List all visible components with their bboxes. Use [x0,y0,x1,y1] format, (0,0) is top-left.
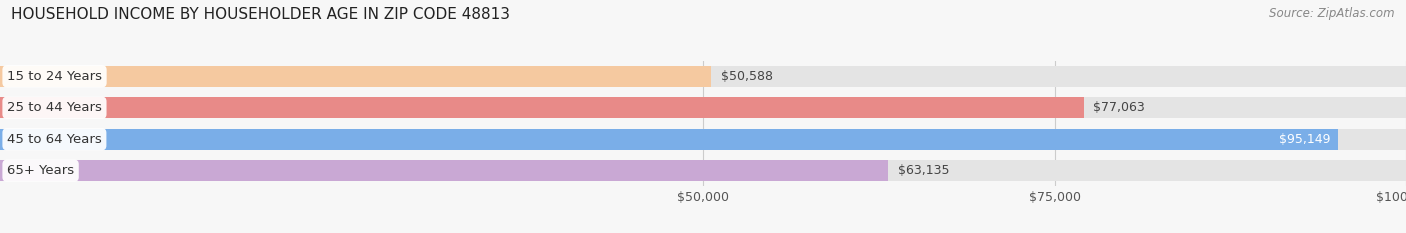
Bar [0,97,1406,118]
Text: 65+ Years: 65+ Years [7,164,75,177]
Bar [0,160,1406,181]
Text: 15 to 24 Years: 15 to 24 Years [7,70,103,83]
Bar [0,97,1084,118]
Bar [0,66,1406,87]
Text: $63,135: $63,135 [897,164,949,177]
Text: 45 to 64 Years: 45 to 64 Years [7,133,101,146]
Text: $77,063: $77,063 [1094,101,1144,114]
Bar [0,129,1406,150]
Bar [0,66,711,87]
Bar [0,160,887,181]
Text: $50,588: $50,588 [721,70,773,83]
Text: $95,149: $95,149 [1279,133,1330,146]
Text: 25 to 44 Years: 25 to 44 Years [7,101,101,114]
Text: Source: ZipAtlas.com: Source: ZipAtlas.com [1270,7,1395,20]
Bar [0,129,1337,150]
Text: HOUSEHOLD INCOME BY HOUSEHOLDER AGE IN ZIP CODE 48813: HOUSEHOLD INCOME BY HOUSEHOLDER AGE IN Z… [11,7,510,22]
